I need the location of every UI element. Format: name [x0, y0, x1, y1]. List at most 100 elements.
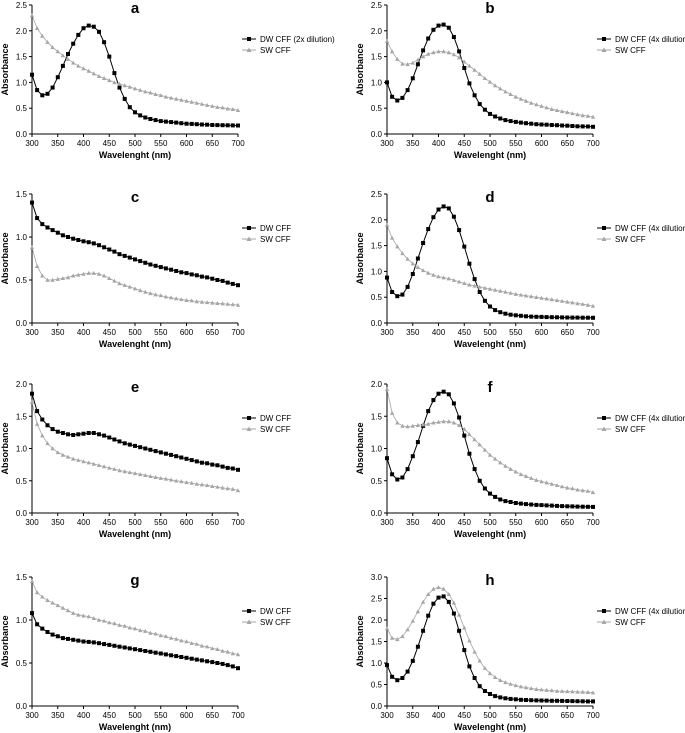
data-point-sw — [590, 114, 596, 119]
y-tick-label: 0.0 — [16, 319, 28, 328]
data-point-sw — [405, 424, 410, 429]
data-point-dw — [71, 236, 76, 241]
data-point-dw — [467, 81, 472, 86]
data-point-dw — [498, 116, 503, 121]
data-point-dw — [410, 76, 415, 81]
x-tick-label: 500 — [483, 328, 497, 337]
data-point-sw — [153, 475, 158, 479]
data-point-sw — [225, 486, 230, 491]
data-point-dw — [431, 601, 436, 606]
x-tick-label: 500 — [128, 328, 142, 337]
legend-marker-square — [247, 226, 251, 230]
data-point-dw — [498, 310, 503, 315]
data-point-sw — [384, 387, 390, 391]
data-point-dw — [493, 694, 498, 699]
data-point-sw — [518, 96, 524, 101]
data-point-sw — [456, 279, 462, 284]
data-point-dw — [498, 497, 503, 502]
data-point-dw — [189, 121, 194, 126]
data-point-dw — [55, 75, 60, 80]
data-point-dw — [395, 294, 400, 299]
data-point-dw — [117, 439, 122, 444]
x-tick-label: 550 — [154, 711, 168, 720]
data-point-dw — [451, 401, 456, 406]
data-point-dw — [395, 477, 400, 482]
data-point-sw — [86, 460, 91, 465]
data-point-sw — [179, 297, 184, 302]
data-point-dw — [205, 122, 210, 127]
data-point-dw — [86, 23, 91, 28]
data-point-dw — [210, 276, 215, 281]
data-point-dw — [441, 389, 446, 394]
data-point-dw — [112, 643, 117, 648]
data-point-sw — [415, 57, 421, 62]
data-point-sw — [523, 685, 529, 690]
data-point-sw — [420, 599, 426, 604]
legend-marker-square — [247, 416, 251, 420]
data-point-sw — [384, 38, 390, 43]
data-point-sw — [127, 284, 132, 289]
data-point-sw — [549, 297, 554, 302]
data-point-dw — [107, 435, 112, 440]
data-point-dw — [225, 465, 230, 470]
data-point-dw — [179, 270, 184, 275]
series-line-dw — [31, 202, 239, 286]
data-point-sw — [544, 480, 549, 485]
data-point-dw — [385, 663, 389, 668]
x-axis-title: Wavelenght (nm) — [99, 339, 171, 349]
data-point-sw — [112, 621, 117, 626]
x-tick-label: 700 — [586, 711, 600, 720]
data-point-dw — [184, 121, 189, 126]
data-point-dw — [498, 695, 503, 700]
data-point-sw — [570, 689, 575, 694]
data-point-dw — [225, 280, 230, 285]
data-point-dw — [415, 440, 420, 445]
data-point-dw — [580, 315, 585, 320]
data-point-dw — [451, 35, 456, 39]
data-point-dw — [472, 467, 477, 472]
data-point-sw — [230, 486, 235, 491]
data-point-dw — [30, 391, 34, 396]
data-point-dw — [436, 391, 441, 396]
data-point-sw — [451, 600, 457, 605]
data-point-dw — [76, 238, 81, 242]
data-point-dw — [66, 636, 70, 641]
x-tick-label: 650 — [206, 518, 220, 527]
data-point-sw — [492, 287, 498, 292]
legend-marker-triangle — [601, 426, 607, 431]
data-point-dw — [493, 308, 498, 313]
data-point-sw — [45, 40, 50, 44]
y-tick-label: 2.0 — [371, 216, 383, 225]
y-tick-label: 0.5 — [16, 104, 28, 113]
chart-panel-e: 0.0 0.5 1.0 1.5 2.0 300 350 400 450 500 550 600 650 7… — [0, 379, 291, 539]
data-point-sw — [456, 423, 462, 427]
x-tick-label: 450 — [458, 328, 472, 337]
data-point-dw — [143, 260, 148, 265]
data-point-sw — [482, 285, 488, 290]
data-point-sw — [477, 658, 482, 663]
data-point-sw — [168, 635, 174, 640]
data-point-dw — [426, 36, 431, 41]
data-point-sw — [441, 586, 446, 591]
data-point-dw — [457, 49, 462, 54]
panel-letter: f — [488, 379, 494, 396]
data-point-dw — [477, 684, 482, 689]
data-point-dw — [472, 676, 477, 680]
y-axis-title: Absorbance — [355, 43, 365, 95]
y-tick-label: 1.0 — [16, 616, 28, 625]
data-point-dw — [117, 644, 122, 649]
data-point-dw — [153, 650, 158, 655]
data-point-dw — [580, 699, 585, 704]
data-point-dw — [426, 613, 431, 618]
data-point-sw — [565, 485, 570, 490]
data-point-sw — [482, 447, 488, 452]
x-tick-label: 550 — [154, 518, 168, 527]
x-tick-label: 650 — [561, 711, 575, 720]
x-tick-label: 700 — [231, 328, 245, 337]
data-point-dw — [205, 461, 210, 466]
data-point-sw — [86, 614, 91, 619]
data-point-dw — [431, 215, 436, 220]
x-tick-label: 350 — [406, 518, 420, 527]
y-tick-label: 0.5 — [371, 681, 383, 690]
data-point-dw — [488, 111, 492, 116]
